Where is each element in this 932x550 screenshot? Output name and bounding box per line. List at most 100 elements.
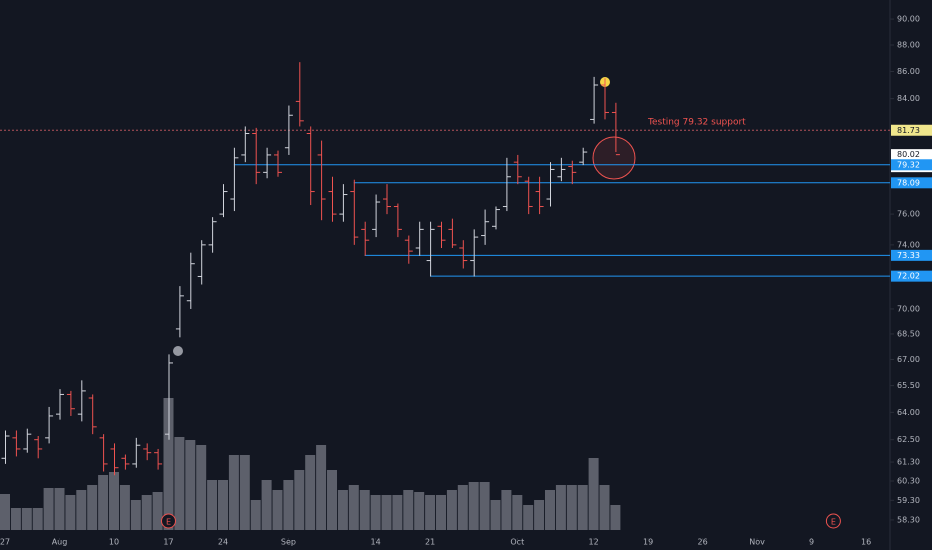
y-tick-label: 90.00 [897, 15, 920, 24]
level-label-box [891, 159, 932, 171]
volume-bar [512, 495, 523, 530]
y-tick-label: 74.00 [897, 240, 920, 249]
x-tick-label: 14 [371, 538, 381, 547]
volume-bar [327, 470, 337, 530]
last-price-label-box [891, 149, 932, 161]
volume-bar [207, 480, 218, 530]
volume-bar [76, 490, 87, 530]
x-tick-label: 12 [589, 538, 599, 547]
x-tick-label: 24 [218, 538, 228, 547]
volume-bar [218, 480, 228, 530]
volume-bar [196, 445, 207, 530]
y-tick-label: 68.50 [897, 329, 920, 338]
reference-label: 81.73 [897, 126, 920, 135]
volume-bar [32, 508, 43, 530]
y-tick-label: 86.00 [897, 67, 920, 76]
y-tick-label: 84.00 [897, 94, 920, 103]
volume-bar [566, 485, 577, 530]
reference-label-box [891, 124, 932, 136]
level-label: 78.09 [897, 178, 920, 187]
volume-bar [381, 495, 392, 530]
volume-bar [130, 500, 141, 530]
y-tick-label: 65.50 [897, 381, 920, 390]
volume-bar [43, 488, 54, 530]
x-tick-label: 21 [425, 538, 435, 547]
volume-bar [403, 490, 414, 530]
level-label-box [891, 249, 932, 261]
volume-bar [261, 480, 272, 530]
volume-bar [305, 455, 316, 530]
volume-bar [283, 480, 294, 530]
volume-bar [555, 485, 566, 530]
y-tick-label: 88.00 [897, 40, 920, 49]
volume-bar [98, 475, 109, 530]
volume-bar [545, 490, 555, 530]
x-tick-label: 10 [109, 538, 119, 547]
volume-bar [359, 490, 370, 530]
x-tick-label: 27 [0, 538, 10, 547]
volume-bar [0, 494, 10, 530]
y-tick-label: 64.00 [897, 408, 920, 417]
volume-bar [10, 508, 21, 530]
level-label: 73.33 [897, 251, 920, 260]
x-tick-label: 16 [861, 538, 871, 547]
y-tick-label: 59.30 [897, 496, 920, 505]
y-tick-label: 67.00 [897, 355, 920, 364]
volume-bar [501, 490, 512, 530]
x-tick-label: 17 [163, 538, 173, 547]
x-tick-label: 19 [643, 538, 653, 547]
volume-bar [610, 505, 621, 530]
volume-bar [577, 485, 588, 530]
volume-bar [436, 495, 446, 530]
volume-bar [534, 500, 545, 530]
volume-bar [479, 482, 490, 530]
x-tick-label: Aug [52, 538, 68, 547]
earnings-marker [825, 513, 841, 529]
volume-bar [21, 508, 32, 530]
volume-bar [414, 492, 425, 530]
y-tick-label: 58.30 [897, 515, 920, 524]
volume-bar [65, 495, 76, 530]
volume-bar [457, 485, 468, 530]
volume-bar [294, 470, 305, 530]
volume-bar [54, 488, 65, 530]
volume-bar [174, 437, 185, 530]
x-tick-label: Nov [749, 538, 765, 547]
x-tick-label: 26 [698, 538, 708, 547]
volume-bar [228, 455, 239, 530]
highlight-circle [592, 136, 636, 180]
volume-bar [392, 495, 403, 530]
volume-bar [599, 485, 610, 530]
y-tick-label: 62.50 [897, 435, 920, 444]
volume-bar [337, 490, 348, 530]
volume-bar [588, 458, 599, 530]
earnings-label: E [166, 518, 171, 527]
volume-bar [152, 492, 163, 530]
earnings-marker [161, 513, 176, 529]
x-tick-label: 9 [809, 538, 814, 547]
y-tick-label: 76.00 [897, 210, 920, 219]
level-label: 72.02 [897, 272, 920, 281]
annotation: Testing 79.32 support [647, 118, 746, 128]
y-tick-label: 61.30 [897, 458, 920, 467]
volume-bar [523, 505, 534, 530]
volume-bar [316, 445, 327, 530]
volume-bar [87, 485, 98, 530]
volume-bar [163, 398, 174, 530]
level-label: 79.32 [897, 160, 920, 169]
volume-bar [185, 440, 196, 530]
x-tick-label: Oct [510, 538, 524, 547]
level-label-box [891, 270, 932, 282]
volume-bar [141, 495, 152, 530]
level-label-box [891, 177, 932, 189]
event-dot [173, 346, 183, 356]
volume-bar [119, 485, 130, 530]
volume-bar [446, 490, 457, 530]
volume-bar [490, 500, 501, 530]
earnings-label: E [831, 518, 836, 527]
volume-bar [370, 495, 381, 530]
volume-bar [272, 490, 283, 530]
volume-bar [348, 485, 359, 530]
